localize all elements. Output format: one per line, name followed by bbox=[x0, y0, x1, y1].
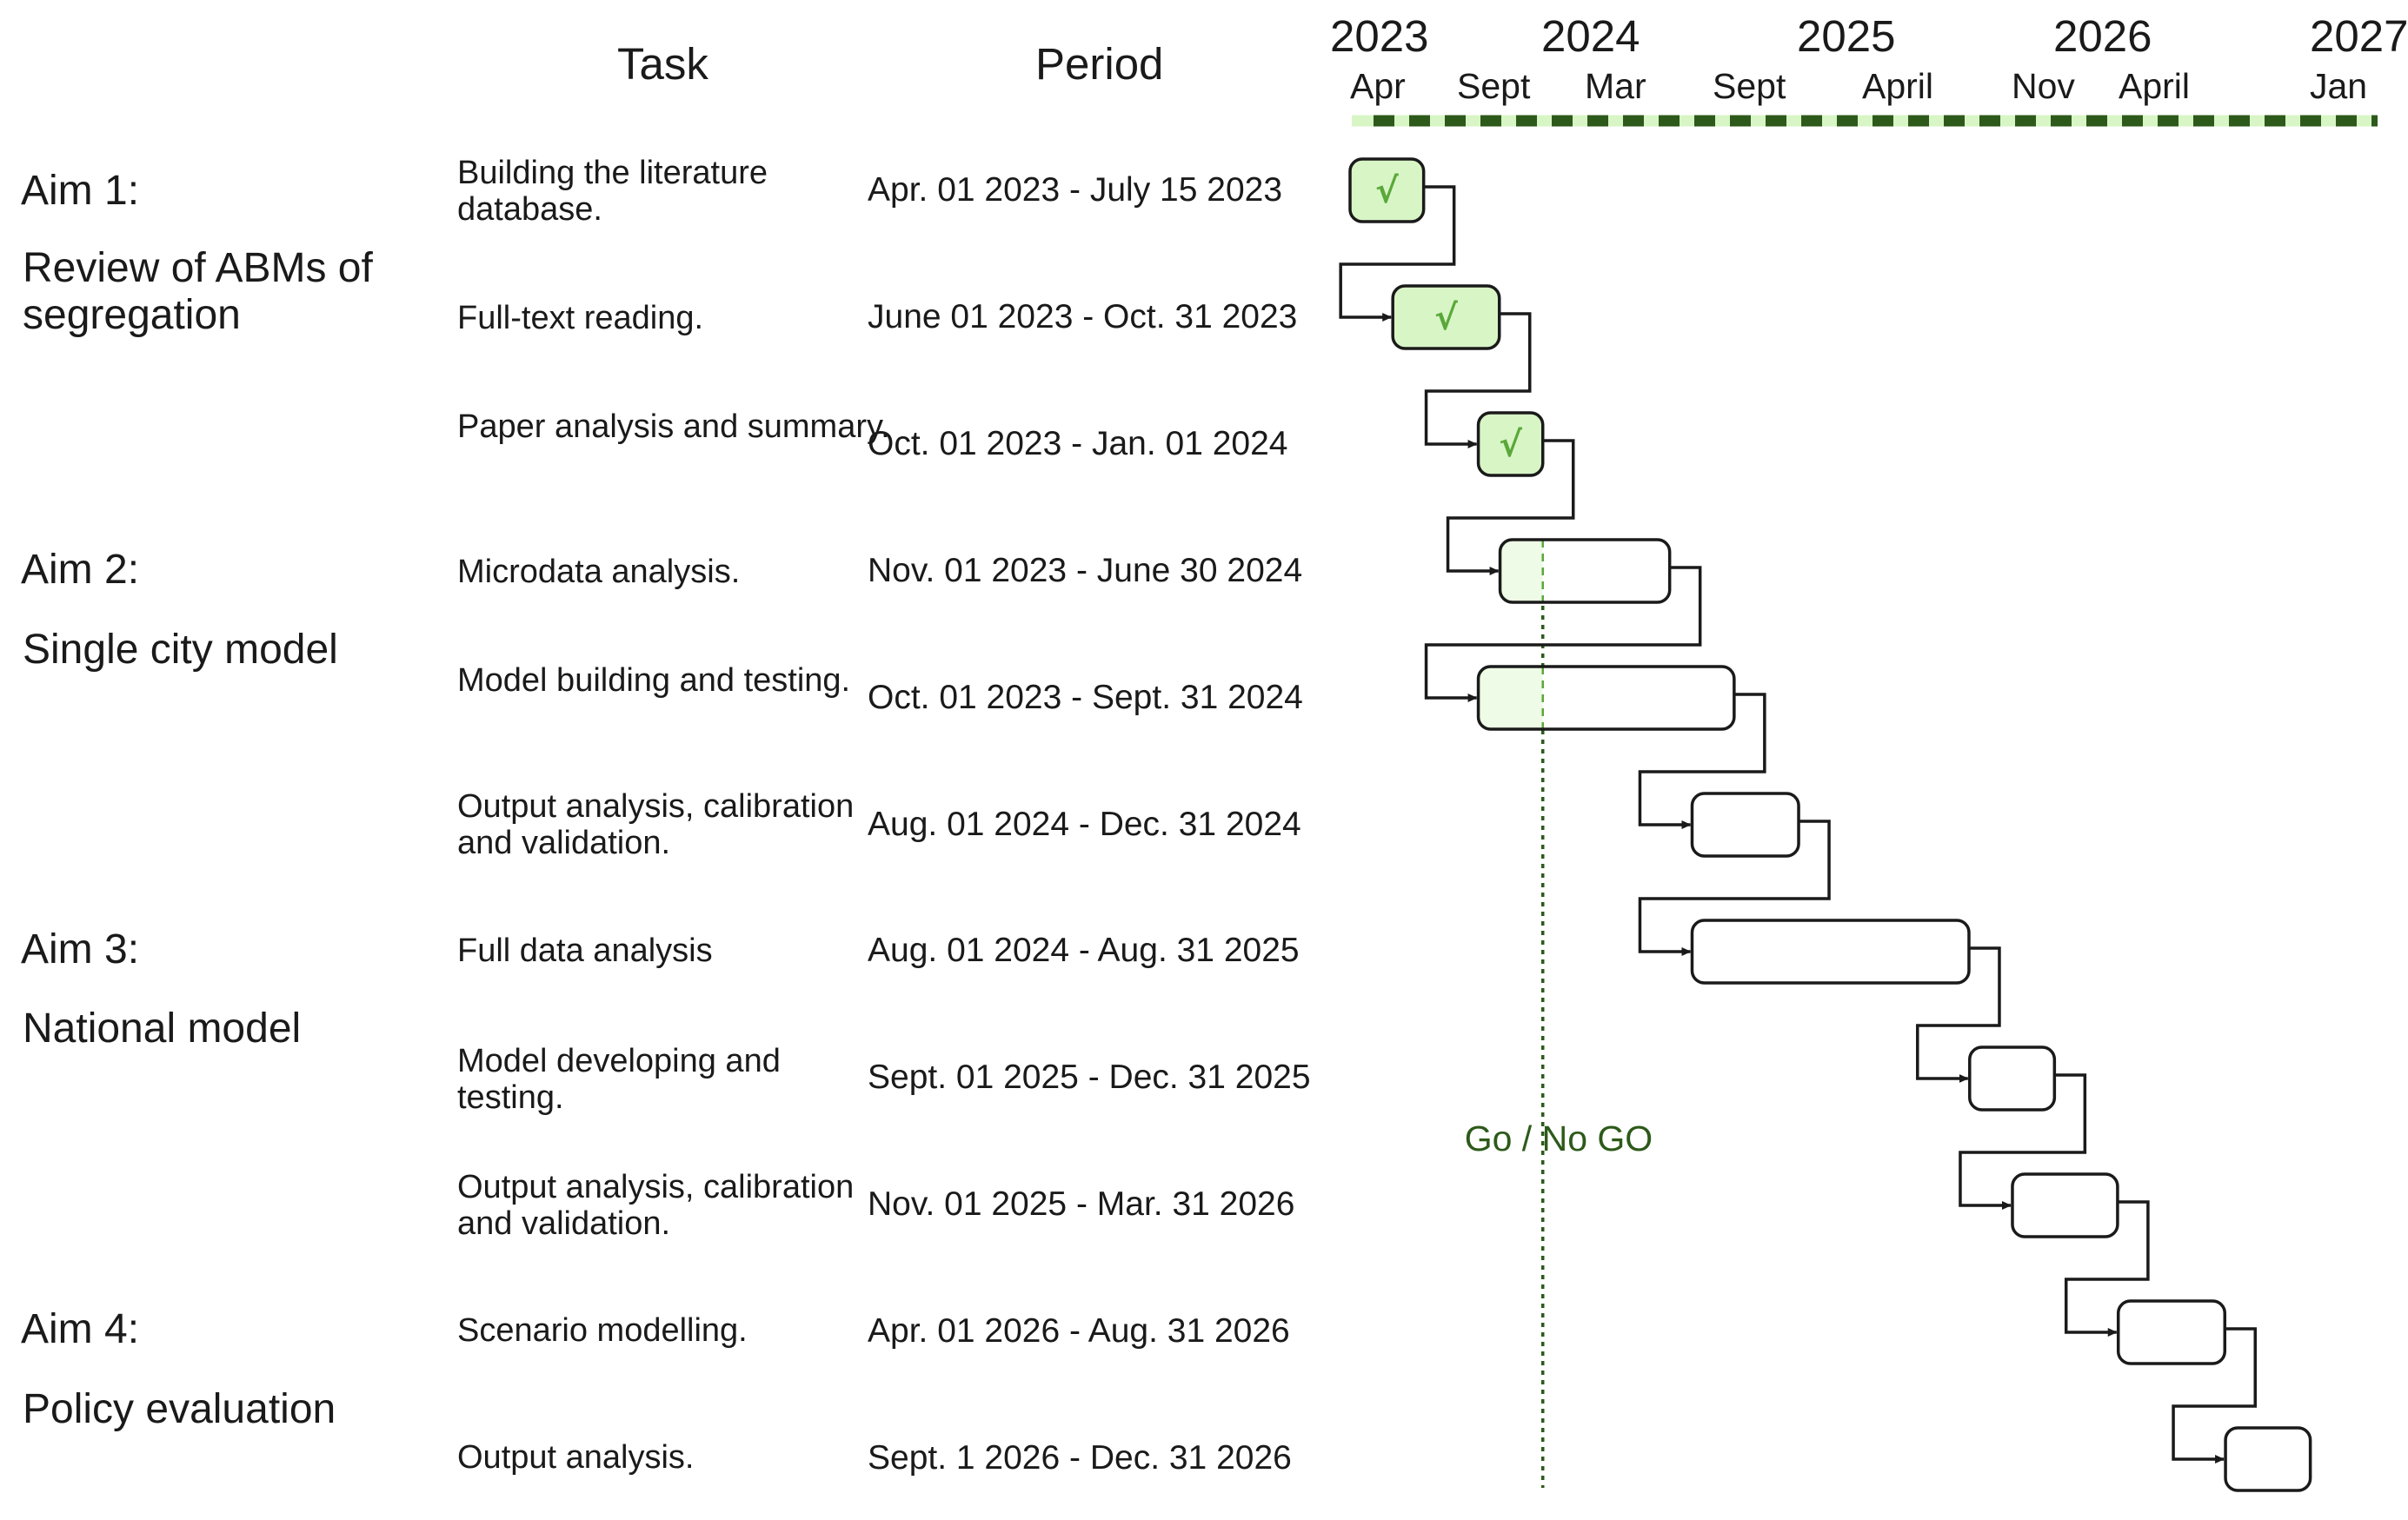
task-bar-rect bbox=[1476, 665, 1736, 731]
aim-4-title: Policy evaluation bbox=[23, 1386, 336, 1432]
task-period: Nov. 01 2025 - Mar. 31 2026 bbox=[868, 1185, 1295, 1223]
month-label: Mar bbox=[1585, 66, 1646, 106]
dependency-arrow bbox=[1916, 946, 2001, 1083]
task-name: Microdata analysis. bbox=[457, 554, 741, 590]
task-bar-progress bbox=[1500, 540, 1543, 602]
year-label: 2025 bbox=[1797, 11, 1896, 61]
dependency-arrow bbox=[1424, 566, 1702, 702]
month-label: April bbox=[1862, 66, 1934, 106]
task-bar-rect bbox=[2116, 1299, 2227, 1365]
task-period: Apr. 01 2026 - Aug. 31 2026 bbox=[868, 1312, 1290, 1350]
task-name: Output analysis. bbox=[457, 1439, 695, 1476]
task-bar bbox=[1476, 665, 1736, 731]
task-column-header: Task bbox=[617, 39, 708, 89]
task-period: Aug. 01 2024 - Aug. 31 2025 bbox=[868, 932, 1300, 969]
task-bar bbox=[1690, 792, 1800, 858]
task-bar bbox=[1690, 919, 1971, 985]
dependency-arrow bbox=[1424, 312, 1532, 448]
check-icon: √ bbox=[1375, 171, 1399, 211]
dependency-arrow bbox=[1638, 693, 1766, 829]
task-period: Sept. 1 2026 - Dec. 31 2026 bbox=[868, 1439, 1292, 1477]
dependency-arrow bbox=[1959, 1073, 2087, 1210]
task-bar-rect bbox=[1690, 792, 1800, 858]
task-name: Output analysis, calibration and validat… bbox=[457, 788, 855, 861]
task-bar-rect bbox=[1391, 284, 1501, 350]
task-name: Full-text reading. bbox=[457, 300, 704, 336]
dependency-arrow bbox=[1446, 439, 1575, 575]
month-label: Jan bbox=[2310, 66, 2368, 106]
month-label: Sept bbox=[1457, 66, 1531, 106]
task-bar: √ bbox=[1391, 284, 1501, 350]
month-label: Apr bbox=[1350, 66, 1406, 106]
aim-4-label: Aim 4: bbox=[21, 1306, 140, 1352]
task-name: Model building and testing. bbox=[457, 662, 851, 699]
year-label: 2027 bbox=[2310, 11, 2408, 61]
task-period: Nov. 01 2023 - June 30 2024 bbox=[868, 552, 1303, 589]
aim-3-title: National model bbox=[23, 1006, 302, 1052]
task-name: Paper analysis and summary. bbox=[457, 408, 890, 445]
month-label: April bbox=[2119, 66, 2191, 106]
dependency-arrow bbox=[2172, 1327, 2258, 1464]
year-label: 2026 bbox=[2053, 11, 2152, 61]
aim-1-label: Aim 1: bbox=[21, 168, 140, 214]
aim-2-title: Single city model bbox=[23, 627, 338, 673]
task-bar: √ bbox=[1476, 411, 1545, 477]
year-label: 2024 bbox=[1541, 11, 1640, 61]
dependency-arrow bbox=[2064, 1200, 2150, 1337]
task-bar bbox=[2224, 1426, 2312, 1492]
task-name: Full data analysis bbox=[457, 933, 713, 969]
aim-2-label: Aim 2: bbox=[21, 547, 140, 593]
task-period: Aug. 01 2024 - Dec. 31 2024 bbox=[868, 806, 1301, 843]
task-period: June 01 2023 - Oct. 31 2023 bbox=[868, 298, 1298, 335]
task-bar-rect bbox=[2011, 1172, 2119, 1238]
year-label: 2023 bbox=[1330, 11, 1429, 61]
task-period: Oct. 01 2023 - Sept. 31 2024 bbox=[868, 679, 1303, 716]
month-label: Nov bbox=[2012, 66, 2075, 106]
task-bar-rect bbox=[1968, 1045, 2057, 1112]
task-bar-rect bbox=[1348, 157, 1426, 223]
task-bar bbox=[2011, 1172, 2119, 1238]
task-period: Sept. 01 2025 - Dec. 31 2025 bbox=[868, 1059, 1311, 1096]
go-no-go-label: Go / No GO bbox=[1464, 1118, 1653, 1158]
task-bar-progress bbox=[1478, 667, 1543, 729]
task-bar: √ bbox=[1348, 157, 1426, 223]
task-period: Apr. 01 2023 - July 15 2023 bbox=[868, 171, 1283, 209]
check-icon: √ bbox=[1499, 425, 1522, 465]
task-bar-rect bbox=[1690, 919, 1971, 985]
check-icon: √ bbox=[1434, 298, 1458, 338]
task-name: Output analysis, calibration and validat… bbox=[457, 1169, 855, 1242]
dependency-arrow bbox=[1638, 820, 1831, 956]
task-bar bbox=[1498, 538, 1672, 604]
month-label: Sept bbox=[1713, 66, 1786, 106]
task-name: Model developing and testing. bbox=[457, 1043, 781, 1116]
task-bar bbox=[1968, 1045, 2057, 1112]
task-bar bbox=[2116, 1299, 2227, 1365]
aim-3-label: Aim 3: bbox=[21, 926, 140, 972]
task-name: Scenario modelling. bbox=[457, 1312, 748, 1349]
dependency-arrow bbox=[1339, 185, 1456, 322]
task-name: Building the literature database. bbox=[457, 155, 768, 228]
task-bar-rect bbox=[2224, 1426, 2312, 1492]
task-bar-rect bbox=[1498, 538, 1672, 604]
task-bar-rect bbox=[1476, 411, 1545, 477]
aim-1-title: Review of ABMs of segregation bbox=[23, 245, 373, 338]
task-period: Oct. 01 2023 - Jan. 01 2024 bbox=[868, 425, 1288, 462]
period-column-header: Period bbox=[1035, 39, 1164, 89]
